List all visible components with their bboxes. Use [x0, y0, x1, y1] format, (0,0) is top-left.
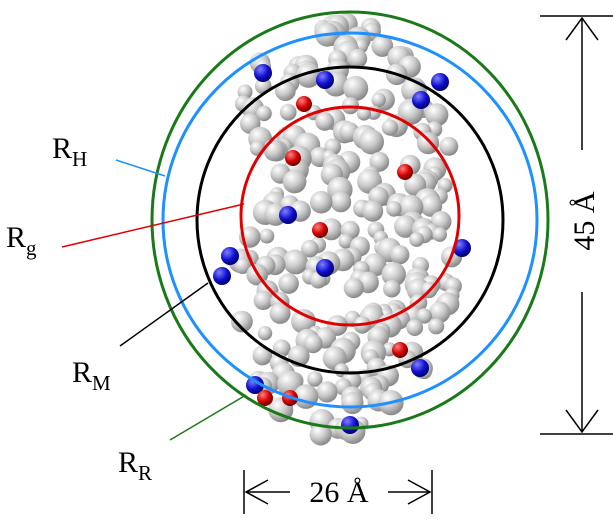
acidic-residue: [296, 96, 312, 112]
surface-atom: [432, 227, 448, 242]
basic-residue: [221, 247, 239, 265]
circle-r-r: [150, 10, 550, 430]
surface-atom: [420, 194, 443, 217]
acidic-residue: [312, 222, 328, 238]
label-r-r: RR: [118, 446, 152, 485]
surface-atom: [256, 105, 272, 122]
surface-atom: [381, 119, 399, 136]
surface-atom: [234, 257, 251, 274]
surface-atom: [406, 319, 424, 336]
surface-atom: [425, 103, 449, 127]
surface-atom: [416, 308, 432, 324]
surface-atom: [347, 48, 368, 69]
basic-residue: [453, 239, 471, 257]
leader-r-r: [169, 394, 247, 441]
surface-atom: [269, 302, 291, 324]
acidic-residue: [257, 390, 273, 406]
basic-residue: [316, 259, 334, 277]
surface-atom: [362, 200, 384, 222]
surface-atom: [386, 201, 402, 217]
height-dimension: 45 Å: [540, 15, 613, 435]
surface-atom: [303, 334, 323, 354]
surface-atom: [381, 262, 406, 287]
leader-r-m: [119, 282, 209, 347]
surface-atom: [309, 190, 333, 214]
basic-residue: [279, 206, 297, 224]
surface-atom: [253, 290, 273, 311]
surface-atom: [341, 391, 364, 415]
surface-atom: [231, 310, 253, 333]
label-r-m: RM: [72, 356, 111, 395]
surface-atom: [390, 245, 410, 265]
leader-r-h: [115, 159, 166, 177]
leader-r-g: [61, 203, 245, 248]
surface-atom: [278, 273, 299, 294]
surface-atom: [439, 136, 459, 156]
circle-r-h: [161, 31, 539, 409]
surface-atom: [252, 345, 273, 366]
basic-residue: [412, 91, 430, 109]
surface-atom: [330, 191, 352, 213]
width-dimension: 26 Å: [243, 470, 433, 514]
acidic-residue: [285, 150, 301, 166]
surface-atom: [301, 239, 319, 258]
basic-residue: [246, 376, 264, 394]
surface-atom: [315, 112, 335, 131]
surface-atom: [359, 129, 384, 155]
surface-atom: [307, 371, 323, 387]
surface-atom: [356, 106, 372, 121]
surface-atom: [343, 277, 364, 299]
surface-atom: [371, 35, 394, 57]
surface-atom: [309, 423, 332, 446]
surface-atom: [383, 279, 401, 298]
surface-atom: [343, 75, 369, 101]
surface-atom: [369, 151, 390, 172]
surface-atom: [282, 169, 307, 194]
height-label: 45 Å: [568, 191, 601, 251]
basic-residue: [411, 359, 429, 377]
basic-residue: [213, 267, 231, 285]
surface-atom: [263, 140, 285, 162]
acidic-residue: [397, 164, 413, 180]
surface-atom: [291, 309, 316, 334]
width-label: 26 Å: [309, 476, 369, 509]
surface-atom: [394, 215, 417, 238]
surface-atom: [371, 92, 386, 108]
circle-r-g: [239, 105, 461, 327]
surface-atom: [417, 132, 440, 155]
basic-residue: [316, 71, 334, 89]
basic-residue: [254, 64, 272, 82]
circle-r-m: [195, 65, 505, 375]
acidic-residue: [392, 342, 408, 358]
surface-atom: [316, 381, 338, 403]
surface-atom: [259, 228, 275, 244]
surface-atom: [296, 62, 321, 88]
basic-residue: [341, 416, 359, 434]
surface-atom: [429, 301, 451, 323]
basic-residue: [431, 73, 449, 91]
surface-atom: [338, 234, 354, 249]
surface-atom: [273, 339, 291, 358]
surface-atom: [279, 103, 297, 121]
surface-atom: [257, 326, 273, 341]
surface-atom: [428, 318, 445, 335]
surface-atom: [409, 232, 424, 247]
label-r-g: Rg: [6, 221, 37, 260]
label-r-h: RH: [52, 132, 87, 171]
surface-atom: [283, 250, 308, 275]
